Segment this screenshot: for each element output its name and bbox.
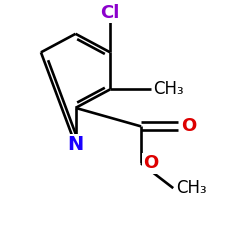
Text: O: O [144,154,159,172]
Text: CH₃: CH₃ [154,80,184,98]
Text: Cl: Cl [100,4,120,22]
Text: CH₃: CH₃ [176,179,206,197]
Text: N: N [68,136,84,154]
Text: O: O [180,118,196,136]
